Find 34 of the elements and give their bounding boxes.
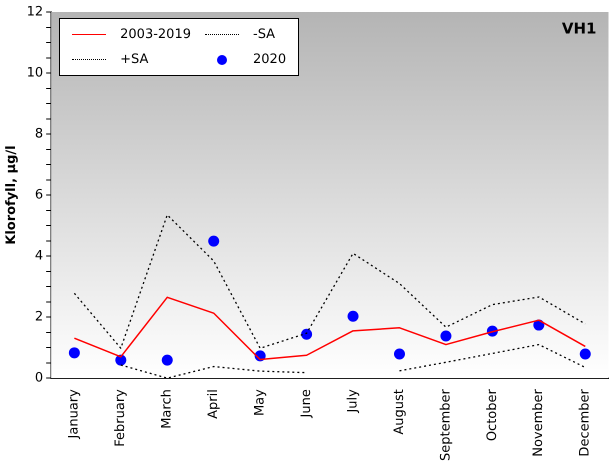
annotation: VH1: [562, 19, 596, 38]
y-tick-label: 2: [34, 309, 44, 324]
x-tick-label: April: [206, 389, 222, 419]
y-axis-title: Klorofyll, µg/l: [4, 145, 20, 245]
x-tick-label: July: [345, 388, 360, 414]
y-tick-label: 4: [34, 248, 44, 264]
legend-label: -SA: [253, 27, 276, 42]
point: [440, 330, 452, 342]
point: [348, 310, 359, 322]
y-tick-label: 8: [34, 126, 44, 142]
x-tick-label: June: [298, 389, 314, 418]
y-tick-label: 0: [34, 370, 44, 386]
point: [68, 347, 80, 358]
point: [208, 236, 220, 247]
x-tick-label: December: [578, 388, 593, 457]
x-tick-label: November: [531, 388, 546, 457]
point: [162, 354, 173, 366]
x-tick-label: October: [484, 388, 500, 442]
x-tick-label: January: [66, 388, 82, 440]
x-tick-label: March: [160, 389, 175, 429]
x-tick-label: May: [252, 388, 268, 416]
point: [301, 328, 312, 340]
x-tick-label: February: [113, 388, 128, 447]
point: [580, 348, 591, 360]
legend-label: +SA: [120, 52, 150, 67]
legend-label: 2003-2019: [120, 27, 191, 42]
line-series: [74, 214, 586, 349]
x-tick-label: August: [392, 389, 407, 435]
y-tick-label: 12: [26, 4, 44, 20]
legend-label: 2020: [253, 52, 286, 67]
x-tick-label: September: [438, 388, 454, 462]
y-tick-label: 6: [34, 187, 44, 202]
y-tick-label: 10: [26, 65, 44, 80]
point: [394, 348, 405, 360]
